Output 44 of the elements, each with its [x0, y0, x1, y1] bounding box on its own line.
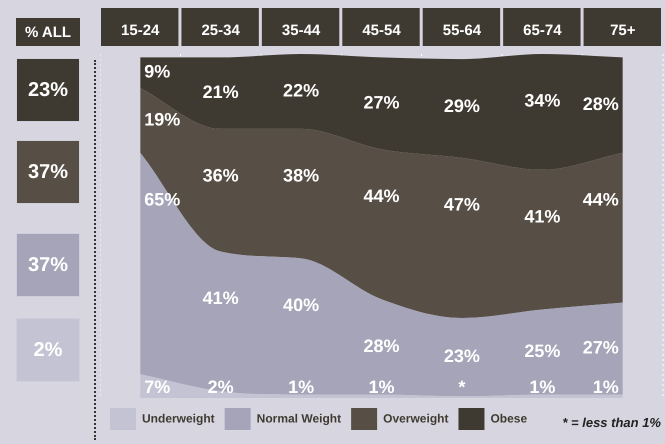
data-label: 9% [144, 62, 170, 82]
data-label: 36% [202, 166, 239, 186]
x-tick-label: 45-54 [362, 22, 402, 40]
x-tick-label: 75+ [610, 22, 636, 40]
text: 37% [16, 233, 80, 297]
data-label: * [458, 376, 466, 397]
legend-label: Normal Weight [256, 411, 342, 426]
data-label: 1% [368, 376, 395, 397]
data-label: 23% [444, 346, 480, 366]
x-tick-label: 15-24 [121, 22, 160, 40]
data-label: 38% [283, 166, 320, 186]
data-label: 28% [582, 94, 619, 114]
text: 23% [16, 58, 80, 122]
data-label: 1% [592, 376, 619, 397]
data-label: 1% [288, 376, 314, 397]
data-label: 2% [208, 376, 234, 397]
data-label: 29% [444, 96, 480, 116]
data-label: 25% [524, 340, 560, 361]
legend-label: Obese [490, 411, 528, 426]
data-label: 22% [283, 80, 320, 100]
data-label: 41% [524, 206, 560, 226]
data-label: 19% [144, 109, 180, 130]
text: * = less than 1% [562, 415, 661, 430]
data-label: 47% [444, 194, 480, 215]
data-label: 44% [363, 186, 400, 206]
data-label: 21% [202, 82, 239, 102]
data-label: 1% [529, 376, 556, 397]
data-label: 27% [582, 338, 619, 358]
legend-label: Overweight [383, 411, 448, 426]
data-label: 28% [363, 336, 400, 356]
x-tick-label: 25-34 [201, 22, 240, 40]
text: % ALL [16, 18, 80, 46]
x-tick-label: 35-44 [282, 22, 321, 40]
data-label: 7% [144, 376, 170, 397]
x-tick-label: 65-74 [523, 22, 562, 40]
text: 2% [16, 318, 80, 382]
data-label: 44% [582, 189, 619, 210]
data-label: 34% [524, 90, 560, 111]
data-label: 40% [283, 295, 320, 316]
text: 37% [16, 140, 80, 204]
x-tick-label: 55-64 [442, 22, 482, 40]
data-label: 41% [202, 288, 239, 308]
legend-label: Underweight [142, 411, 215, 426]
data-label: 27% [363, 92, 400, 112]
